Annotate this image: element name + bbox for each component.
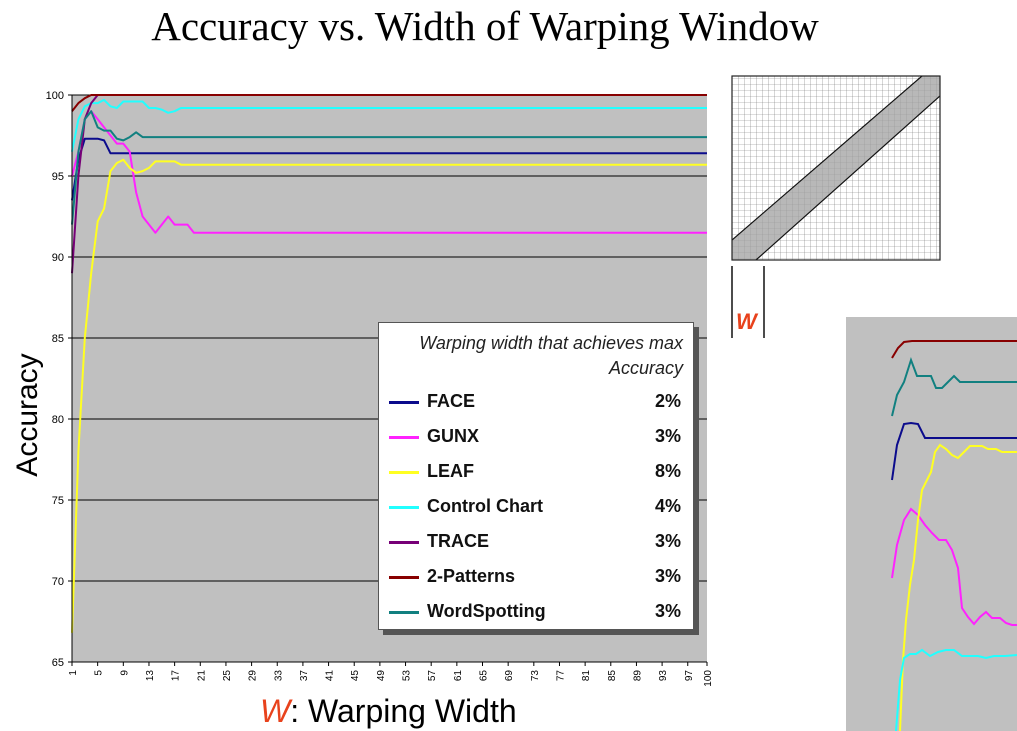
- x-tick-label: 81: [581, 670, 592, 682]
- y-tick-label: 75: [52, 495, 64, 507]
- x-tick-label: 53: [402, 670, 413, 682]
- warping-band-diagram: [731, 75, 941, 338]
- legend-best-width: 3%: [654, 426, 681, 446]
- x-tick-label: 97: [684, 670, 695, 682]
- legend-series-name: WordSpotting: [427, 601, 546, 621]
- legend-best-width: 8%: [654, 461, 681, 481]
- panel-line-leaf: [899, 443, 1017, 731]
- y-tick-label: 90: [52, 252, 64, 264]
- legend-swatch: [389, 611, 419, 614]
- legend-item-control-chart: Control Chart 4%: [389, 496, 681, 520]
- legend-series-name: GUNX: [427, 426, 480, 446]
- y-tick-label: 100: [46, 90, 64, 102]
- legend-swatch: [389, 401, 419, 404]
- y-tick-label: 95: [52, 171, 64, 183]
- x-tick-label: 61: [453, 670, 464, 682]
- panel-line-control-chart: [895, 648, 1017, 731]
- legend-swatch: [389, 506, 419, 509]
- panel-line-face: [891, 421, 1017, 481]
- legend-series-name: 2-Patterns: [427, 566, 516, 586]
- x-tick-label: 89: [632, 670, 643, 682]
- y-tick-label: 65: [52, 657, 64, 669]
- series-line-2-patterns: [71, 94, 707, 112]
- x-tick-label: 37: [299, 670, 310, 682]
- legend-best-width: 2%: [654, 391, 681, 411]
- x-axis-ticks: 1 5 9 13 17 21 25 29 33 37 41 45 49 53 57 61 65 69 73 77 81 8…: [68, 662, 714, 687]
- x-tick-label: 65: [479, 670, 490, 682]
- legend-swatch: [389, 541, 419, 544]
- legend-item-leaf: LEAF 8%: [389, 461, 681, 485]
- legend-swatch: [389, 471, 419, 474]
- series-line-face: [71, 137, 707, 201]
- legend-item-trace: TRACE 3%: [389, 531, 681, 555]
- legend-best-width: 3%: [654, 601, 681, 621]
- x-tick-label: 69: [504, 670, 515, 682]
- legend-best-width: 4%: [654, 496, 681, 516]
- panel-line-wordspotting: [891, 356, 1017, 417]
- x-tick-label: 85: [607, 670, 618, 682]
- small-multiples-panel: [846, 317, 1017, 731]
- x-tick-label: 25: [222, 670, 233, 682]
- legend-header: Warping width that achieves max Accuracy: [419, 333, 683, 378]
- x-tick-label: 57: [427, 670, 438, 682]
- series-line-leaf: [71, 158, 707, 633]
- legend-item-gunx: GUNX 3%: [389, 426, 681, 450]
- y-tick-label: 80: [52, 414, 64, 426]
- x-tick-label: 1: [68, 670, 79, 676]
- legend-swatch: [389, 576, 419, 579]
- series-line-wordspotting: [71, 110, 707, 225]
- y-tick-label: 85: [52, 333, 64, 345]
- y-axis-ticks: 65 70 75 80 85 90 95 100: [46, 90, 72, 669]
- legend-item-face: FACE 2%: [389, 391, 681, 415]
- x-tick-label: 13: [145, 670, 156, 682]
- x-tick-label: 33: [273, 670, 284, 682]
- x-tick-label: 29: [248, 670, 259, 682]
- legend-best-width: 3%: [654, 566, 681, 586]
- x-tick-label: 5: [94, 670, 105, 676]
- x-tick-label: 49: [376, 670, 387, 682]
- y-tick-label: 70: [52, 576, 64, 588]
- legend-series-name: TRACE: [427, 531, 489, 551]
- legend-series-name: Control Chart: [427, 496, 543, 516]
- x-tick-label: 77: [555, 670, 566, 682]
- legend-item-2-patterns: 2-Patterns 3%: [389, 566, 681, 590]
- x-axis-label-w: W: [260, 693, 291, 729]
- x-tick-label: 41: [325, 670, 336, 682]
- legend-item-wordspotting: WordSpotting 3%: [389, 601, 681, 625]
- panel-line-2-patterns: [891, 340, 1017, 359]
- band-width-label: W: [736, 309, 757, 334]
- x-axis-label-text: : Warping Width: [290, 693, 517, 729]
- x-axis-label: W: Warping Width: [260, 693, 517, 730]
- series-lines: [71, 94, 707, 633]
- legend-series-name: FACE: [427, 391, 476, 411]
- x-tick-label: 73: [530, 670, 541, 682]
- legend-swatch: [389, 436, 419, 439]
- x-tick-label: 9: [119, 670, 130, 676]
- legend-series-name: LEAF: [427, 461, 474, 481]
- x-tick-label: 93: [658, 670, 669, 682]
- x-tick-label: 17: [171, 670, 182, 682]
- legend-best-width: 3%: [654, 531, 681, 551]
- legend: Warping width that achieves max Accuracy…: [378, 322, 694, 630]
- y-axis-label: Accuracy: [11, 353, 44, 477]
- series-line-gunx: [71, 110, 707, 234]
- x-tick-label: 45: [350, 670, 361, 682]
- slide-title: Accuracy vs. Width of Warping Window: [151, 3, 819, 49]
- panel-line-gunx: [891, 507, 1017, 626]
- x-tick-label: 100: [703, 670, 714, 687]
- x-tick-label: 21: [196, 670, 207, 682]
